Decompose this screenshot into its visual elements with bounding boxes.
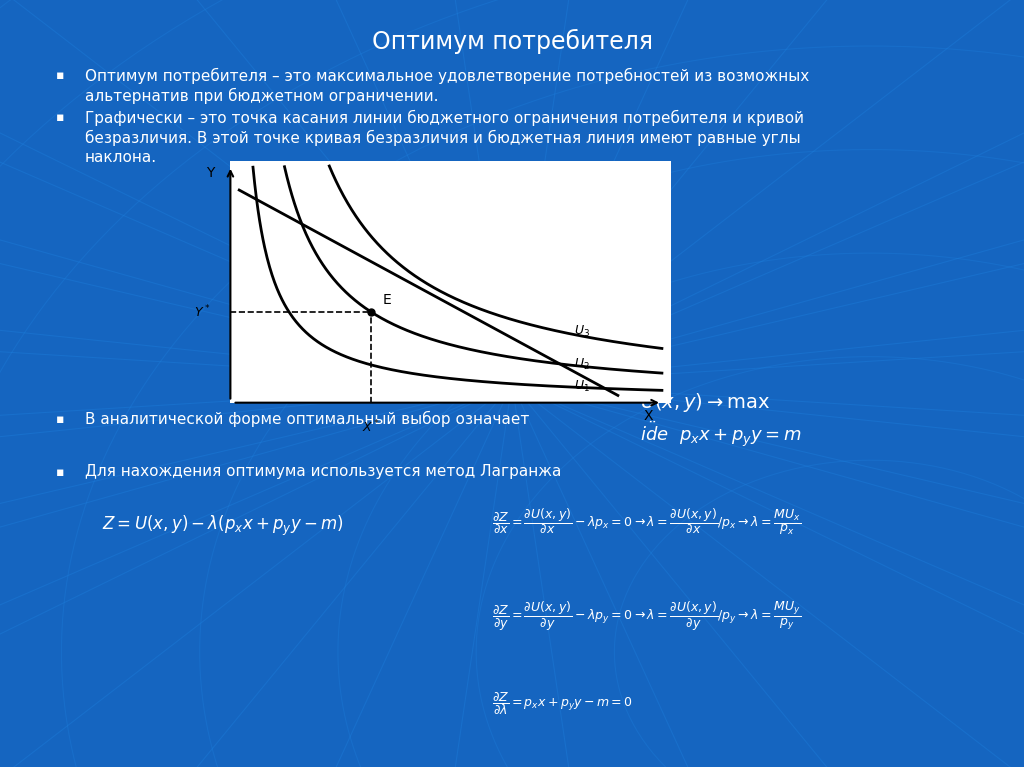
- Text: $U_2$: $U_2$: [573, 357, 590, 371]
- Text: $X^*$: $X^*$: [362, 418, 380, 435]
- Text: безразличия. В этой точке кривая безразличия и бюджетная линия имеют равные углы: безразличия. В этой точке кривая безразл…: [85, 130, 801, 146]
- Text: Оптимум потребителя: Оптимум потребителя: [372, 29, 652, 54]
- Text: $Y^*$: $Y^*$: [195, 304, 211, 321]
- Text: Y: Y: [207, 166, 215, 180]
- Text: $U_1$: $U_1$: [573, 379, 590, 394]
- Text: Для нахождения оптимума используется метод Лагранжа: Для нахождения оптимума используется мет…: [85, 464, 561, 479]
- Text: ▪: ▪: [56, 466, 65, 479]
- Text: $\dfrac{\partial Z}{\partial \lambda} = p_x x + p_y y - m = 0$: $\dfrac{\partial Z}{\partial \lambda} = …: [492, 690, 633, 717]
- Text: наклона.: наклона.: [85, 150, 157, 165]
- Text: ▪: ▪: [56, 111, 65, 124]
- Text: $\dfrac{\partial Z}{\partial x} = \dfrac{\partial U(x,y)}{\partial x} - \lambda : $\dfrac{\partial Z}{\partial x} = \dfrac…: [492, 506, 801, 537]
- Text: Оптимум потребителя – это максимальное удовлетворение потребностей из возможных: Оптимум потребителя – это максимальное у…: [85, 67, 809, 84]
- Text: E: E: [382, 293, 391, 307]
- Text: $Z = U(x, y) - \lambda(p_x x + p_y y - m)$: $Z = U(x, y) - \lambda(p_x x + p_y y - m…: [102, 514, 344, 538]
- Text: $\mathit{i\ddot{d}e}\ \ p_x x + p_y y = m$: $\mathit{i\ddot{d}e}\ \ p_x x + p_y y = …: [640, 420, 802, 449]
- Text: ▪: ▪: [56, 413, 65, 426]
- Text: альтернатив при бюджетном ограничении.: альтернатив при бюджетном ограничении.: [85, 87, 438, 104]
- Text: $U_3$: $U_3$: [573, 324, 590, 339]
- Text: $U(x, y) \rightarrow \max$: $U(x, y) \rightarrow \max$: [640, 391, 770, 414]
- Text: X: X: [644, 409, 653, 423]
- Text: ▪: ▪: [56, 69, 65, 82]
- Text: Графически – это точка касания линии бюджетного ограничения потребителя и кривой: Графически – это точка касания линии бюд…: [85, 110, 804, 126]
- Text: $\dfrac{\partial Z}{\partial y} = \dfrac{\partial U(x,y)}{\partial y} - \lambda : $\dfrac{\partial Z}{\partial y} = \dfrac…: [492, 600, 801, 633]
- Text: В аналитической форме оптимальный выбор означает: В аналитической форме оптимальный выбор …: [85, 410, 529, 426]
